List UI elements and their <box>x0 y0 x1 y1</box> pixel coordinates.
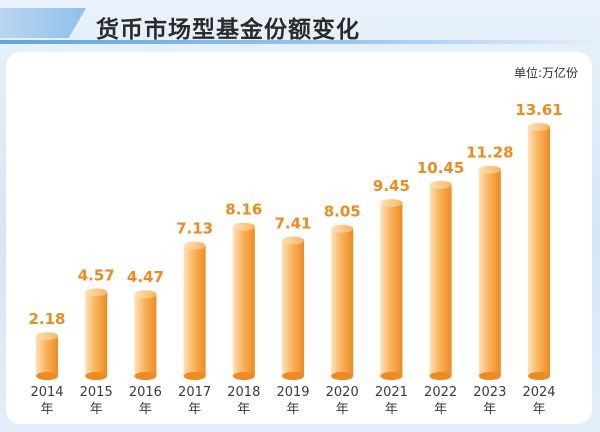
value-label: 10.45 <box>417 159 464 177</box>
bar <box>528 126 550 376</box>
x-tick-label: 2016 年 <box>129 385 162 417</box>
value-label: 9.45 <box>373 177 410 195</box>
x-tick-label: 2019 年 <box>276 385 309 417</box>
bar <box>232 226 255 376</box>
bar-cap <box>331 224 354 233</box>
title-accent-decoration <box>0 8 86 38</box>
bar-cap <box>232 222 255 231</box>
bar-cap <box>36 332 58 341</box>
x-tick-label: 2024 年 <box>522 385 555 417</box>
bar-base <box>282 372 304 380</box>
bar-base <box>478 372 501 380</box>
bar <box>183 245 206 376</box>
bar-base <box>429 372 452 380</box>
bar-cap <box>85 288 108 297</box>
x-tick-label: 2017 年 <box>178 385 211 417</box>
bar-base <box>380 372 403 380</box>
bar <box>282 240 304 376</box>
value-label: 7.13 <box>176 220 213 238</box>
x-tick-label: 2022 年 <box>424 385 457 417</box>
x-tick-label: 2021 年 <box>375 385 408 417</box>
x-tick-label: 2015 年 <box>80 385 113 417</box>
bar-cap <box>429 180 452 189</box>
value-label: 7.41 <box>274 214 311 232</box>
bar-cap <box>134 290 157 299</box>
value-labels-group: 2.18 4.57 4.47 7.13 8.16 7.41 8.05 9.45 10.4511.… <box>28 101 562 328</box>
value-label: 13.61 <box>515 101 562 119</box>
value-label: 8.16 <box>225 201 262 219</box>
bar-base <box>85 372 108 380</box>
bar-base <box>183 372 206 380</box>
bar-cap <box>380 199 403 208</box>
title-underline-decoration <box>0 40 600 44</box>
x-axis-ticks: 2014 年 2015 年 2016 年 2017 年 2018 年 2019 年 2020 年 2021 年… <box>30 385 555 417</box>
bar <box>36 336 58 376</box>
bar <box>134 294 157 376</box>
bar <box>380 203 403 376</box>
value-label: 2.18 <box>28 310 65 328</box>
value-label: 8.05 <box>324 203 361 221</box>
bar-base <box>36 372 58 380</box>
value-label: 4.57 <box>78 266 115 284</box>
bar-cap <box>528 122 550 131</box>
bar-base <box>232 372 255 380</box>
unit-label: 单位:万亿份 <box>513 66 578 80</box>
bar <box>331 228 354 376</box>
bar-cap <box>282 236 304 245</box>
bar <box>478 169 501 376</box>
x-tick-label: 2023 年 <box>473 385 506 417</box>
bar-base <box>528 372 550 380</box>
bar <box>429 184 452 376</box>
bar-base <box>134 372 157 380</box>
page-title: 货币市场型基金份额变化 <box>96 17 360 43</box>
bar-cap <box>183 241 206 250</box>
value-label: 4.47 <box>127 268 164 286</box>
title-bar: 货币市场型基金份额变化 <box>0 0 600 46</box>
value-label: 11.28 <box>466 144 513 162</box>
bars-group <box>36 122 550 380</box>
x-tick-label: 2018 年 <box>227 385 260 417</box>
bar-base <box>331 372 354 380</box>
bar-cap <box>478 165 501 174</box>
bar <box>85 292 108 376</box>
x-tick-label: 2014 年 <box>30 385 63 417</box>
x-tick-label: 2020 年 <box>326 385 359 417</box>
